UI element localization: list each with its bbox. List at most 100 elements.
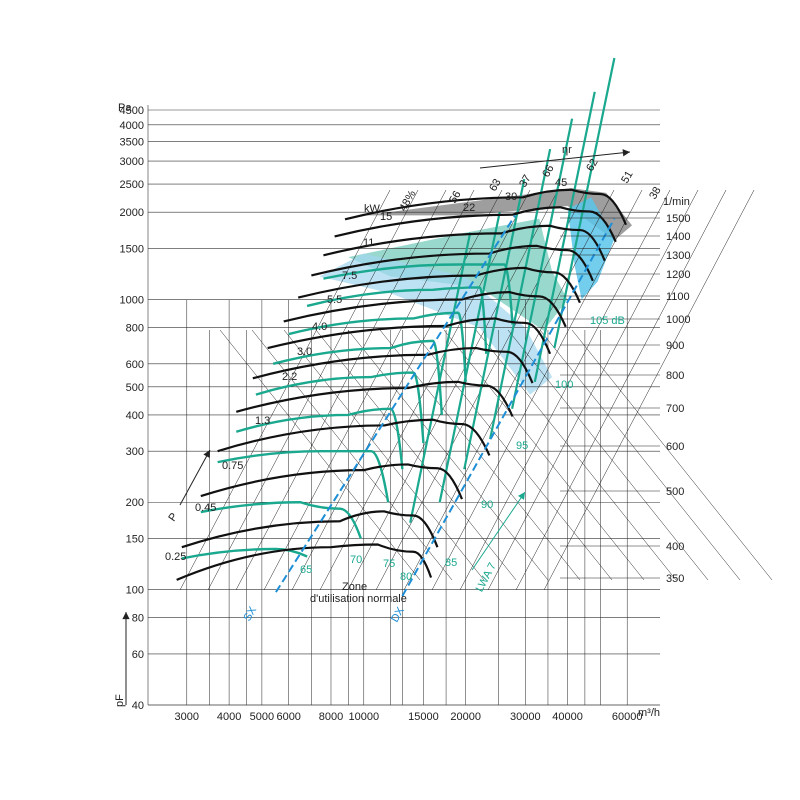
sound-curve bbox=[288, 311, 467, 382]
efficiency-line bbox=[431, 189, 643, 591]
sound-isoline bbox=[553, 57, 616, 349]
x-tick-label: 20000 bbox=[450, 711, 481, 723]
dx-marker: DX bbox=[389, 605, 407, 625]
sound-label: 65 bbox=[300, 564, 312, 576]
sound-curve bbox=[306, 286, 488, 354]
sound-curve bbox=[181, 547, 308, 560]
power-label: 0.45 bbox=[195, 502, 216, 514]
sound-label: 90 bbox=[481, 499, 493, 511]
sound-label: 105 dB bbox=[590, 315, 625, 327]
y-tick-label: 100 bbox=[126, 585, 144, 597]
sx-marker: SX bbox=[241, 604, 259, 623]
power-label: 0.25 bbox=[165, 551, 186, 563]
iso-line bbox=[219, 329, 421, 581]
sx-dashed-line bbox=[275, 214, 517, 593]
speed-curve bbox=[297, 266, 581, 304]
efficiency-line bbox=[487, 189, 699, 591]
power-label: 0.75 bbox=[222, 460, 243, 472]
y-axis-bottom-symbol: pF bbox=[114, 694, 126, 707]
power-unit-label: kW bbox=[364, 203, 381, 215]
speed-curve bbox=[323, 224, 606, 262]
efficiency-label: 45 bbox=[555, 177, 567, 189]
efficiency-line bbox=[347, 189, 559, 591]
sound-label: 95 bbox=[516, 440, 528, 452]
efficiency-label: 37 bbox=[517, 173, 534, 190]
zone-gray bbox=[363, 188, 633, 241]
efficiency-label: 62 bbox=[584, 157, 601, 174]
efficiency-line bbox=[207, 189, 419, 591]
iso-line bbox=[507, 329, 709, 581]
sound-arrow-label: LWA 7 bbox=[474, 561, 499, 594]
y-tick-label: 60 bbox=[132, 649, 144, 661]
y-tick-label: 200 bbox=[126, 497, 144, 509]
zone-blue bbox=[319, 253, 553, 395]
y-tick-label: 400 bbox=[126, 410, 144, 422]
x-tick-label: 3000 bbox=[175, 711, 199, 723]
efficiency-label: 38 bbox=[647, 185, 664, 202]
power-labels: 15 11 7.55.5 4.0 3.0 2.2 1.3 0.75 0.45 0.25 bbox=[165, 211, 392, 563]
efficiency-arrow-head bbox=[622, 149, 630, 157]
y-tick-label: 600 bbox=[126, 359, 144, 371]
sound-label: 100 bbox=[555, 379, 573, 391]
efficiency-label: 51 bbox=[619, 169, 636, 186]
sound-curve bbox=[217, 449, 390, 503]
speed-label: 1500 bbox=[666, 213, 690, 225]
speed-curve bbox=[235, 380, 514, 417]
x-tick-label: 8000 bbox=[319, 711, 343, 723]
y-tick-label: 300 bbox=[126, 446, 144, 458]
y-tick-label: 4500 bbox=[120, 105, 144, 117]
y-tick-label: 3000 bbox=[120, 156, 144, 168]
efficiency-line bbox=[179, 189, 391, 591]
y-tick-label: 80 bbox=[132, 613, 144, 625]
x-tick-labels: 3000 4000 5000 6000 8000 10000 15000 20000 30000… bbox=[175, 711, 643, 723]
speed-curve bbox=[176, 543, 433, 581]
y-axis-label: Pa bbox=[118, 102, 132, 114]
sound-curve bbox=[200, 501, 362, 539]
sound-level-curves bbox=[181, 57, 616, 560]
iso-line bbox=[315, 329, 517, 581]
efficiency-label: 30 bbox=[505, 191, 517, 203]
y-tick-label: 2000 bbox=[120, 207, 144, 219]
y-tick-label: 3500 bbox=[120, 137, 144, 149]
y-tick-labels: 40 60 80 100 150 200 300 400 500 600 800 1000 1500 20… bbox=[120, 105, 144, 712]
sound-label: 75 bbox=[383, 558, 395, 570]
speed-label: 350 bbox=[666, 573, 684, 585]
power-label: 1.3 bbox=[255, 415, 270, 427]
power-label: 11 bbox=[363, 237, 374, 249]
iso-line bbox=[251, 329, 453, 581]
speed-label: 1300 bbox=[666, 250, 690, 262]
speed-label: 700 bbox=[666, 403, 684, 415]
speed-label: 1100 bbox=[666, 291, 690, 303]
speed-label: 1200 bbox=[666, 269, 690, 281]
speed-label: 900 bbox=[666, 340, 684, 352]
speed-label: 800 bbox=[666, 370, 684, 382]
speed-curve bbox=[200, 463, 463, 500]
power-label: 7.5 bbox=[342, 270, 357, 282]
speed-label: 500 bbox=[666, 486, 684, 498]
x-tick-label: 10000 bbox=[348, 711, 379, 723]
iso-line bbox=[411, 329, 613, 581]
y-tick-label: 500 bbox=[126, 382, 144, 394]
pf-arrow-head bbox=[122, 612, 130, 620]
x-tick-label: 30000 bbox=[510, 711, 541, 723]
y-tick-label: 800 bbox=[126, 323, 144, 335]
iso-line bbox=[571, 329, 773, 581]
dx-dashed-line bbox=[401, 218, 616, 597]
y-tick-label: 150 bbox=[126, 533, 144, 545]
speed-label: 400 bbox=[666, 541, 684, 553]
speed-curve bbox=[252, 346, 534, 384]
power-label: 15 bbox=[380, 211, 392, 223]
dashed-guide-lines bbox=[275, 214, 616, 597]
sound-arrow-head bbox=[517, 492, 525, 500]
sound-curve bbox=[272, 339, 443, 415]
speed-curve bbox=[344, 188, 627, 226]
iso-line bbox=[379, 329, 581, 581]
x-tick-label: 15000 bbox=[408, 711, 439, 723]
power-label: 4.0 bbox=[312, 321, 327, 333]
speed-unit-label: 1/min bbox=[663, 196, 690, 208]
efficiency-label: 63 bbox=[487, 177, 504, 194]
pressure-arrow-head bbox=[203, 450, 210, 458]
speed-label: 1000 bbox=[666, 314, 690, 326]
efficiency-line bbox=[235, 189, 447, 591]
sound-curve bbox=[255, 371, 425, 444]
